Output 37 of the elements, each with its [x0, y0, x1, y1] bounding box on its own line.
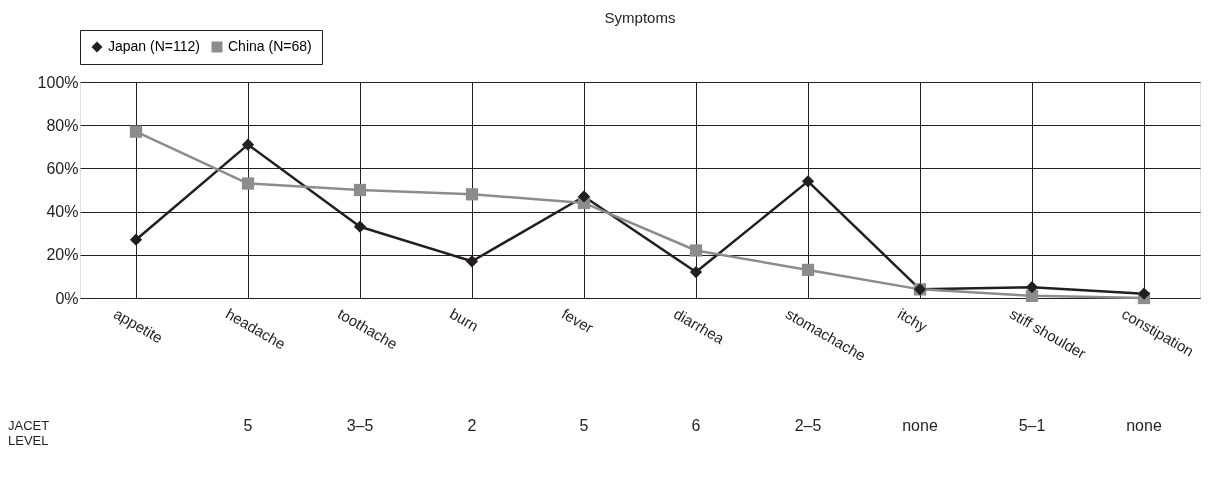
- y-tick-label: 60%: [46, 159, 79, 177]
- text: 5: [243, 417, 253, 434]
- point: [465, 255, 479, 268]
- x-tick-label: itchy: [895, 304, 931, 336]
- point: [129, 233, 143, 246]
- point: [689, 265, 703, 279]
- y-tick-label: 100%: [37, 73, 79, 91]
- point: [1025, 281, 1039, 294]
- x-tick-label: burn: [447, 304, 482, 335]
- text: 6: [691, 417, 701, 434]
- legend-label: Japan (N=112): [108, 38, 200, 54]
- text: 5–1: [1018, 417, 1046, 434]
- y-tick-label: 20%: [46, 246, 79, 264]
- point: [241, 177, 255, 190]
- text: none: [902, 417, 938, 434]
- text: none: [1126, 417, 1162, 434]
- point: [801, 175, 815, 188]
- text: 2: [467, 417, 477, 434]
- x-tick-label: fever: [559, 304, 597, 337]
- point: [1137, 287, 1151, 300]
- text: 3–5: [346, 417, 374, 434]
- y-tick-label: 0%: [55, 289, 79, 307]
- text: JACET LEVEL: [8, 418, 50, 448]
- text: 5: [579, 417, 589, 434]
- legend-label: China (N=68): [228, 38, 312, 54]
- point: [353, 183, 367, 197]
- point: [465, 188, 479, 201]
- text: 2–5: [794, 417, 822, 434]
- point: [577, 190, 591, 203]
- point: [129, 125, 143, 138]
- point: [689, 244, 703, 257]
- y-tick-label: 80%: [46, 116, 79, 134]
- y-tick-label: 40%: [46, 203, 79, 221]
- chart-title: Symptoms: [604, 8, 676, 26]
- point: [801, 263, 815, 277]
- point: [353, 220, 367, 233]
- point: [241, 138, 255, 151]
